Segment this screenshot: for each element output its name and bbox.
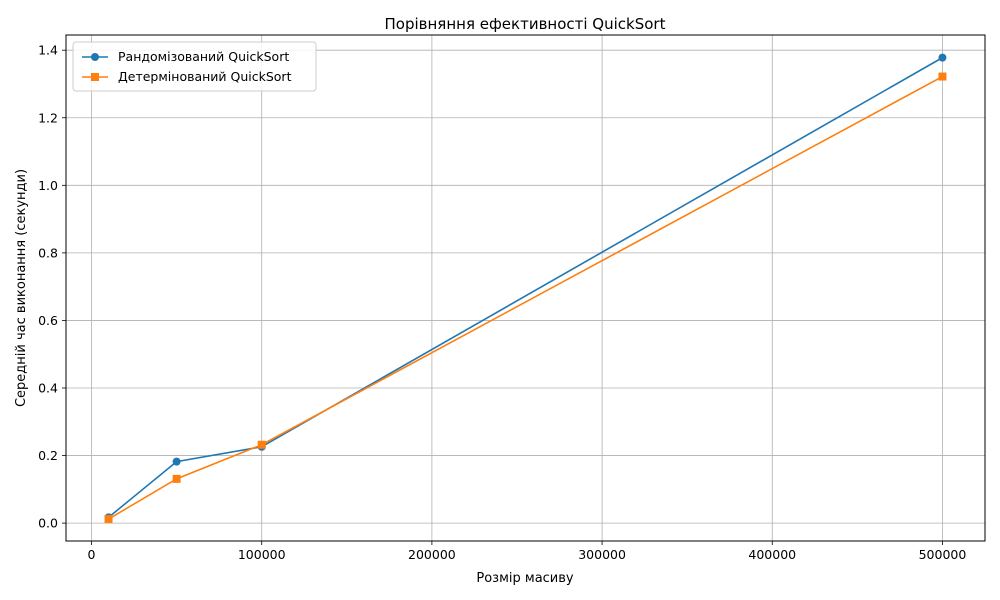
data-point: [938, 53, 947, 62]
legend-marker-deterministic: [91, 73, 99, 81]
series-line: [108, 56, 943, 518]
x-tick-label: 300000: [578, 547, 626, 562]
legend-label-deterministic: Детермінований QuickSort: [118, 69, 292, 84]
x-axis: 0 100000 200000 300000 400000 500000: [88, 541, 967, 562]
y-tick-label: 1.2: [38, 110, 58, 125]
y-tick-label: 0.6: [38, 313, 58, 328]
series-1: [104, 72, 947, 524]
data-point: [257, 440, 266, 449]
y-axis: 0.0 0.2 0.4 0.6 0.8 1.0 1.2 1.4: [38, 43, 66, 531]
data-point: [172, 474, 181, 483]
y-tick-label: 0.0: [38, 516, 58, 531]
x-axis-title: Розмір масиву: [476, 571, 574, 586]
series-layer: [104, 53, 947, 524]
y-tick-label: 0.8: [38, 245, 58, 260]
legend-box: [72, 41, 317, 92]
x-tick-label: 400000: [748, 547, 796, 562]
y-tick-label: 0.4: [38, 380, 58, 395]
legend-marker-randomized: [91, 53, 99, 61]
legend-label-randomized: Рандомізований QuickSort: [118, 49, 289, 64]
x-tick-label: 0: [88, 547, 96, 562]
legend: Рандомізований QuickSort Детермінований …: [72, 41, 317, 92]
series-line: [108, 75, 943, 520]
y-tick-label: 0.2: [38, 448, 58, 463]
x-tick-label: 500000: [919, 547, 967, 562]
series-0: [104, 53, 947, 522]
data-point: [172, 457, 181, 466]
data-point: [938, 72, 947, 81]
grid: [66, 35, 985, 541]
chart-title: Порівняння ефективності QuickSort: [385, 15, 666, 33]
x-tick-label: 100000: [238, 547, 286, 562]
x-tick-label: 200000: [408, 547, 456, 562]
y-tick-label: 1.4: [38, 43, 58, 58]
y-axis-title: Середній час виконання (секунди): [14, 169, 29, 407]
data-point: [104, 515, 113, 524]
plot-frame: [65, 34, 986, 542]
y-tick-label: 1.0: [38, 178, 58, 193]
